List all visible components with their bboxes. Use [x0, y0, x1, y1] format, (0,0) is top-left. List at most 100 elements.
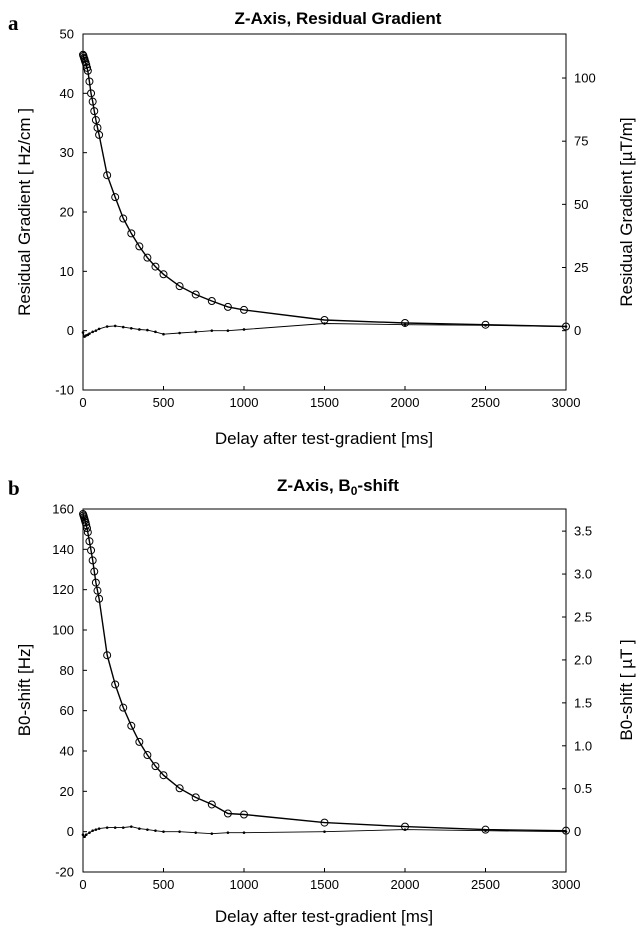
y-axis-left: -20 0 20 40 60 80 100 120 140 160	[52, 502, 87, 880]
data-point-circle	[119, 703, 128, 712]
data-point-circle	[93, 586, 102, 595]
data-point-circle	[90, 567, 99, 576]
data-point-dot	[242, 328, 246, 331]
data-point-circle	[88, 556, 97, 565]
data-point-circle	[207, 297, 216, 305]
data-point-circle	[175, 784, 184, 793]
data-point-circle	[111, 193, 120, 202]
y-tick-label: 30	[60, 145, 74, 160]
right-tick-label: 3.5	[574, 524, 592, 539]
x-axis: 0 500 1000 1500 2000 2500 3000	[79, 868, 580, 892]
data-point-dot	[94, 828, 98, 831]
series-line-decay	[82, 54, 567, 328]
x-tick-label: 1500	[310, 877, 339, 892]
y-axis-label-left: Residual Gradient [ Hz/cm ]	[15, 108, 34, 316]
data-point-dot	[91, 330, 94, 334]
data-point-circle	[91, 578, 100, 587]
data-point-circle	[103, 651, 112, 660]
x-tick-label: 2500	[471, 395, 500, 410]
data-point-circle	[151, 262, 160, 271]
data-point-dot	[323, 322, 326, 325]
data-point-dot	[226, 831, 230, 834]
series-line-decay	[82, 513, 567, 832]
y-axis-label-left: B0-shift [Hz]	[15, 644, 34, 737]
data-point-dot	[83, 835, 86, 839]
data-point-circle	[83, 63, 92, 72]
data-point-circle	[95, 130, 104, 139]
right-tick-label: 0	[574, 323, 581, 338]
data-point-circle	[143, 751, 152, 760]
data-point-dot	[194, 330, 197, 334]
y-tick-label: 40	[60, 86, 74, 101]
data-point-dot	[97, 827, 101, 830]
right-tick-label: 3.0	[574, 567, 592, 582]
plot-frame	[82, 33, 567, 391]
data-point-dot	[323, 830, 326, 833]
data-point-dot	[154, 330, 157, 334]
x-tick-label: 0	[79, 877, 86, 892]
y-axis-right: 0 25 50 75 100	[562, 71, 596, 338]
series-layer	[79, 510, 570, 839]
y-tick-label: 20	[60, 784, 74, 799]
data-point-circle	[119, 214, 128, 223]
data-point-circle	[191, 793, 200, 802]
data-point-circle	[223, 809, 232, 818]
data-point-dot	[97, 327, 101, 331]
data-point-dot	[84, 833, 88, 836]
y-axis-label-right: Residual Gradient [µT/m]	[617, 117, 636, 306]
data-point-dot	[121, 325, 125, 329]
data-point-circle	[135, 737, 144, 746]
series-layer	[79, 50, 570, 338]
right-tick-label: 0.5	[574, 781, 592, 796]
data-point-dot	[154, 829, 157, 832]
data-point-circle	[240, 810, 248, 819]
data-point-dot	[130, 825, 133, 828]
data-point-circle	[320, 818, 329, 827]
x-tick-label: 500	[153, 395, 175, 410]
x-tick-label: 2000	[391, 877, 420, 892]
data-point-dot	[484, 829, 487, 832]
y-tick-label: -20	[55, 865, 74, 880]
data-point-circle	[223, 302, 232, 311]
data-point-dot	[121, 826, 125, 829]
right-tick-label: 75	[574, 134, 588, 149]
right-tick-label: 1.5	[574, 695, 592, 710]
chart-title: Z-Axis, B0-shift	[277, 476, 399, 498]
data-point-dot	[105, 826, 109, 829]
data-point-circle	[85, 537, 94, 546]
data-point-dot	[113, 324, 117, 328]
data-point-circle	[151, 762, 160, 771]
data-point-dot	[88, 831, 91, 834]
data-point-dot	[403, 323, 407, 327]
right-tick-label: 100	[574, 71, 596, 86]
data-point-circle	[191, 290, 200, 299]
data-point-circle	[83, 66, 92, 75]
data-point-dot	[94, 329, 98, 332]
y-tick-label: 60	[60, 703, 74, 718]
y-tick-label: 100	[52, 623, 74, 638]
y-tick-label: 50	[60, 27, 74, 42]
data-point-circle	[143, 253, 152, 262]
chart-panel-b: b Z-Axis, B0-shift 0 500 1000 1500 2000 2500 3…	[8, 476, 636, 926]
y-tick-label: 160	[52, 502, 74, 517]
right-tick-label: 2.0	[574, 652, 592, 667]
data-point-dot	[130, 326, 133, 330]
right-tick-label: 2.5	[574, 609, 592, 624]
data-point-circle	[175, 282, 184, 291]
data-point-dot	[146, 328, 149, 332]
data-point-dot	[194, 831, 197, 834]
y-tick-label: 120	[52, 582, 74, 597]
data-point-circle	[88, 97, 97, 106]
x-tick-label: 3000	[552, 877, 581, 892]
data-point-circle	[83, 528, 92, 537]
data-point-circle	[87, 546, 96, 555]
right-tick-label: 0	[574, 824, 581, 839]
data-point-dot	[138, 827, 141, 830]
y-axis-left: -10 0 10 20 30 40 50	[55, 27, 87, 398]
data-point-dot	[178, 830, 181, 833]
data-point-dot	[210, 329, 214, 332]
data-point-circle	[95, 594, 104, 603]
x-tick-label: 2000	[391, 395, 420, 410]
data-point-circle	[87, 89, 96, 98]
